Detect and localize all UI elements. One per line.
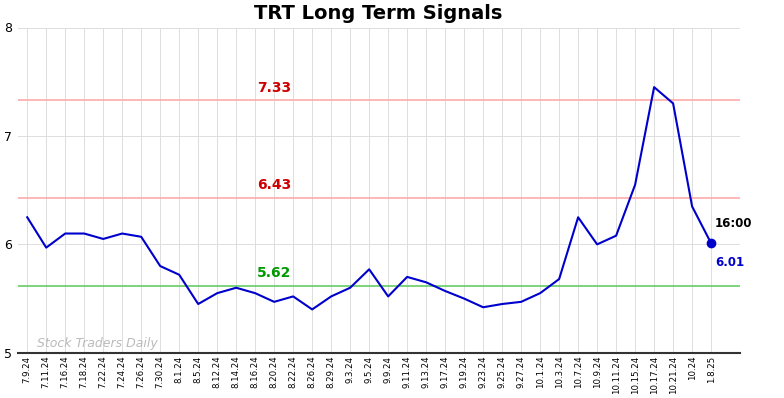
Text: 6.01: 6.01 (715, 256, 744, 269)
Text: 6.43: 6.43 (257, 178, 292, 192)
Text: 16:00: 16:00 (715, 217, 753, 230)
Text: 7.33: 7.33 (257, 81, 291, 95)
Title: TRT Long Term Signals: TRT Long Term Signals (255, 4, 503, 23)
Text: Stock Traders Daily: Stock Traders Daily (37, 337, 158, 349)
Text: 5.62: 5.62 (257, 266, 292, 280)
